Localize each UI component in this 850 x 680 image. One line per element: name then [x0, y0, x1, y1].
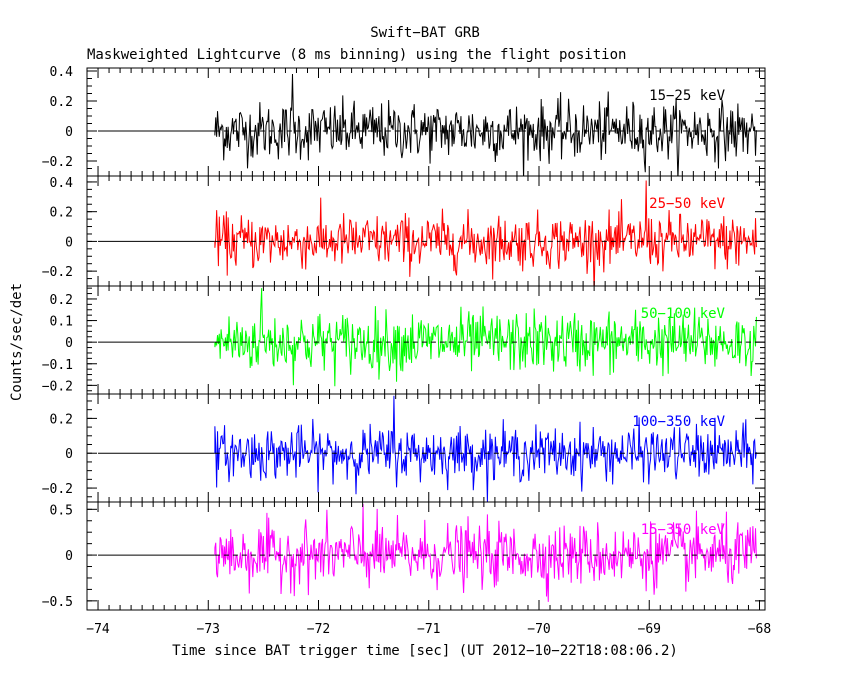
panel-3: −0.2 −0.1 0 0.1 0.2 50−100 keV — [42, 285, 766, 395]
y-tick-label: 0.2 — [50, 206, 73, 221]
x-axis-label: Time since BAT trigger time [sec] (UT 20… — [172, 643, 678, 659]
y-tick-label: 0 — [65, 125, 73, 140]
lightcurve-series — [214, 73, 757, 176]
lightcurve-series — [214, 288, 757, 387]
panel-2: −0.2 0 0.2 0.4 25−50 keV — [42, 175, 766, 287]
y-tick-label: −0.2 — [42, 265, 73, 280]
x-tick-label: −71 — [417, 622, 440, 637]
y-tick-label: 0 — [65, 235, 73, 250]
y-tick-label: 0 — [65, 447, 73, 462]
x-tick-label: −73 — [197, 622, 220, 637]
x-tick-label: −72 — [307, 622, 330, 637]
y-tick-label: 0.1 — [50, 315, 73, 330]
panel-4: −0.2 0 0.2 100−350 keV — [42, 393, 766, 503]
lightcurve-series — [214, 180, 757, 286]
y-tick-label: 0 — [65, 336, 73, 351]
band-label: 15−25 keV — [649, 88, 725, 104]
y-tick-label: −0.5 — [42, 595, 73, 610]
x-tick-label: −68 — [748, 622, 771, 637]
x-tick-label: −70 — [527, 622, 550, 637]
y-tick-label: −0.2 — [42, 482, 73, 497]
y-tick-label: −0.1 — [42, 358, 73, 373]
panels-group: −0.2 0 0.2 0.4 15−25 keV −0.2 0 0.2 0.4 25−50 keV… — [42, 65, 766, 611]
x-tick-labels: −74 −73 −72 −71 −70 −69 −68 — [86, 622, 771, 637]
y-tick-label: 0.4 — [50, 176, 74, 191]
band-label: 100−350 keV — [632, 414, 725, 430]
band-label: 25−50 keV — [649, 196, 725, 212]
band-label: 15−350 keV — [641, 522, 726, 538]
y-tick-label: 0.2 — [50, 95, 73, 110]
panel-1: −0.2 0 0.2 0.4 15−25 keV — [42, 65, 766, 177]
y-tick-label: 0.4 — [50, 65, 74, 80]
y-tick-label: 0.2 — [50, 412, 73, 427]
y-axis-label: Counts/sec/det — [9, 283, 25, 401]
chart-subtitle: Maskweighted Lightcurve (8 ms binning) u… — [87, 47, 626, 63]
y-tick-label: 0.2 — [50, 293, 73, 308]
y-tick-label: 0.5 — [50, 503, 73, 518]
y-tick-label: −0.2 — [42, 155, 73, 170]
panel-5: −0.5 0 0.5 15−350 keV — [42, 501, 766, 611]
band-label: 50−100 keV — [641, 306, 726, 322]
panel-frame — [86, 501, 766, 611]
y-tick-label: 0 — [65, 549, 73, 564]
x-tick-label: −69 — [638, 622, 661, 637]
lightcurve-series — [214, 395, 757, 502]
x-tick-label: −74 — [86, 622, 110, 637]
lightcurve-series — [214, 503, 757, 602]
y-tick-label: −0.2 — [42, 379, 73, 394]
chart-title: Swift−BAT GRB — [370, 25, 480, 41]
